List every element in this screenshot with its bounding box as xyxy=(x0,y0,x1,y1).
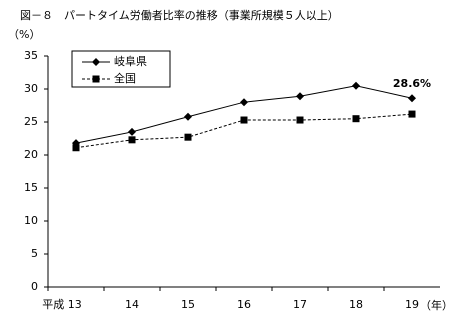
marker xyxy=(352,115,360,123)
y-tick-label: 20 xyxy=(24,148,38,161)
legend-marker xyxy=(92,58,100,66)
marker xyxy=(296,92,304,101)
data-label: 28.6% xyxy=(393,77,431,90)
marker xyxy=(352,81,360,90)
marker xyxy=(128,127,136,136)
marker xyxy=(72,144,80,152)
y-tick-label: 25 xyxy=(24,115,38,128)
marker xyxy=(128,136,136,144)
x-axis-label: （年） xyxy=(420,298,453,312)
marker xyxy=(184,112,192,121)
x-tick-label: 17 xyxy=(293,298,307,311)
x-tick-label: 14 xyxy=(125,298,139,311)
x-tick-label: 19 xyxy=(405,298,419,311)
y-tick-label: 5 xyxy=(31,247,38,260)
x-tick-label: 18 xyxy=(349,298,363,311)
y-tick-label: 35 xyxy=(24,49,38,62)
marker xyxy=(408,110,416,118)
marker xyxy=(296,116,304,124)
y-axis-label: （%） xyxy=(8,28,40,41)
series-line xyxy=(75,85,413,144)
legend-box xyxy=(71,50,171,88)
marker xyxy=(408,94,416,103)
chart-title: 図－８ パートタイム労働者比率の推移（事業所規模５人以上） xyxy=(20,8,339,22)
marker xyxy=(240,116,248,124)
legend-label: 岐阜県 xyxy=(114,55,147,68)
marker xyxy=(240,98,248,107)
legend-marker xyxy=(92,75,100,83)
x-tick-label: 15 xyxy=(181,298,195,311)
y-tick-label: 15 xyxy=(24,181,38,194)
legend-label: 全国 xyxy=(114,71,136,85)
x-tick-label: 16 xyxy=(237,298,251,311)
marker xyxy=(184,133,192,141)
y-tick-label: 30 xyxy=(24,82,38,95)
y-tick-label: 0 xyxy=(31,280,38,293)
y-tick-label: 10 xyxy=(24,214,38,227)
x-tick-label: 平成 13 xyxy=(42,298,82,311)
